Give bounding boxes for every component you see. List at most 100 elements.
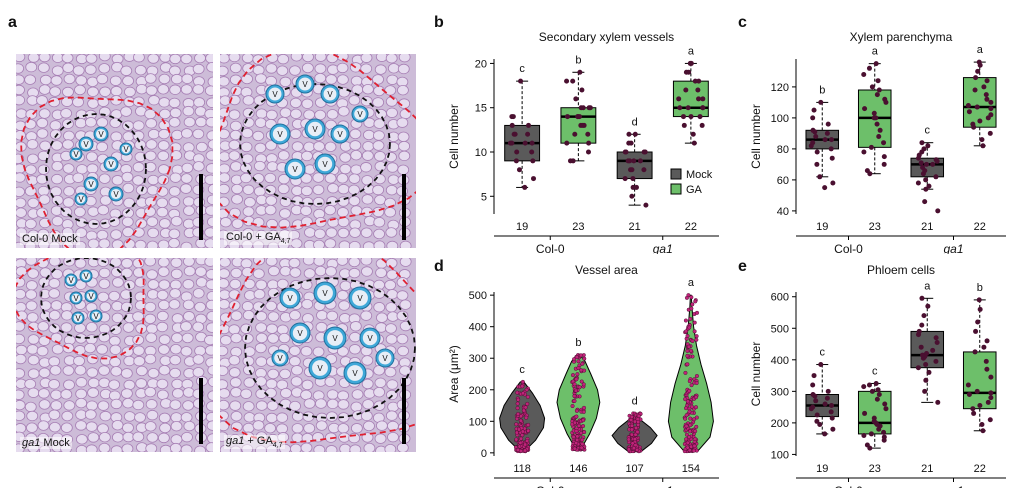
- tissue-cell: [363, 442, 376, 452]
- tissue-cell: [122, 422, 134, 433]
- tissue-cell: [351, 84, 364, 95]
- tissue-cell: [277, 54, 290, 65]
- tissue-cell: [266, 323, 278, 334]
- tissue-cell: [195, 116, 207, 128]
- tissue-cell: [339, 152, 352, 163]
- tissue-cell: [145, 118, 158, 129]
- data-point: [519, 436, 524, 441]
- tissue-cell: [230, 410, 243, 422]
- vessel-label: V: [88, 180, 94, 189]
- tissue-cell: [192, 161, 205, 172]
- data-point: [518, 440, 523, 445]
- tissue-cell: [122, 322, 135, 333]
- tissue-cell: [301, 98, 314, 109]
- tissue-cell: [195, 141, 208, 153]
- tissue-cell: [336, 258, 349, 266]
- tissue-cell: [290, 376, 303, 387]
- tissue-cell: [74, 322, 86, 334]
- data-point: [518, 418, 523, 423]
- xylem-vessel-lumen: [282, 290, 298, 306]
- tissue-cell: [108, 379, 121, 390]
- xylem-vessel-lumen: [80, 138, 92, 150]
- tissue-cell: [36, 128, 49, 139]
- tissue-cell: [385, 258, 398, 269]
- tissue-cell: [26, 410, 39, 422]
- data-point: [513, 158, 519, 164]
- tissue-cell: [85, 334, 98, 345]
- tissue-cell: [99, 301, 112, 313]
- tissue-cell: [220, 299, 231, 310]
- tissue-cell: [240, 323, 253, 334]
- data-point: [691, 417, 696, 422]
- data-point: [635, 447, 640, 452]
- vessel-label: V: [357, 110, 363, 119]
- legend-label-mock: Mock: [686, 169, 713, 181]
- tissue-cell: [48, 379, 60, 390]
- tissue-cell: [61, 54, 74, 64]
- vessel-label: V: [108, 160, 114, 169]
- tissue-cell: [387, 63, 400, 74]
- tissue-cell: [255, 73, 267, 84]
- tissue-cell: [228, 324, 241, 335]
- tissue-cell: [267, 333, 280, 344]
- data-point: [829, 403, 835, 409]
- tissue-cell: [75, 444, 88, 452]
- panel-letter-e: e: [738, 258, 747, 275]
- tissue-cell: [241, 54, 254, 64]
- tissue-cell: [181, 162, 194, 174]
- tissue-cell: [255, 322, 268, 333]
- tissue-cell: [291, 141, 304, 152]
- data-point: [971, 410, 977, 416]
- data-point: [687, 325, 692, 330]
- tissue-cell: [168, 237, 180, 248]
- tissue-cell: [220, 278, 230, 289]
- tissue-cell: [276, 278, 289, 290]
- tissue-cell: [170, 268, 183, 280]
- data-point: [966, 392, 972, 397]
- tissue-cell: [229, 278, 242, 290]
- tissue-cell: [231, 183, 244, 195]
- tissue-cell: [180, 183, 192, 194]
- tissue-cell: [169, 354, 182, 366]
- tissue-cell: [289, 443, 302, 452]
- tissue-cell: [360, 54, 373, 63]
- group-label-ga1: ga1: [943, 484, 963, 488]
- tissue-cell: [110, 85, 123, 97]
- data-point: [685, 334, 690, 339]
- tissue-cell: [302, 54, 314, 63]
- tissue-cell: [336, 62, 349, 74]
- tissue-cell: [324, 173, 337, 184]
- tissue-cell: [240, 388, 253, 399]
- tissue-cell: [84, 342, 96, 354]
- tissue-cell: [144, 150, 157, 161]
- y-tick-label: 200: [771, 418, 789, 430]
- tissue-cell: [325, 74, 338, 85]
- data-point: [695, 310, 700, 315]
- vessel-label: V: [357, 294, 363, 303]
- tissue-cell: [397, 63, 410, 75]
- tissue-cell: [252, 268, 265, 279]
- y-tick-label: 80: [777, 144, 789, 156]
- tissue-cell: [360, 162, 372, 173]
- tissue-cell: [16, 344, 28, 356]
- tissue-cell: [324, 204, 336, 216]
- vessel-label: V: [277, 130, 283, 139]
- data-point: [813, 398, 819, 404]
- data-point: [570, 78, 576, 84]
- sample-size-label: 19: [816, 463, 828, 475]
- data-point: [631, 446, 636, 451]
- tissue-cell: [204, 85, 213, 96]
- tissue-cell: [16, 301, 27, 313]
- tissue-cell: [51, 161, 64, 172]
- data-point: [813, 134, 819, 139]
- tissue-cell: [243, 196, 256, 208]
- tissue-cell: [376, 312, 388, 323]
- tissue-cell: [61, 310, 73, 321]
- data-point: [634, 425, 639, 430]
- tissue-cell: [276, 65, 289, 76]
- tissue-cell: [169, 172, 182, 183]
- tissue-cell: [181, 332, 194, 344]
- tissue-cell: [385, 334, 398, 345]
- tissue-cell: [303, 423, 316, 434]
